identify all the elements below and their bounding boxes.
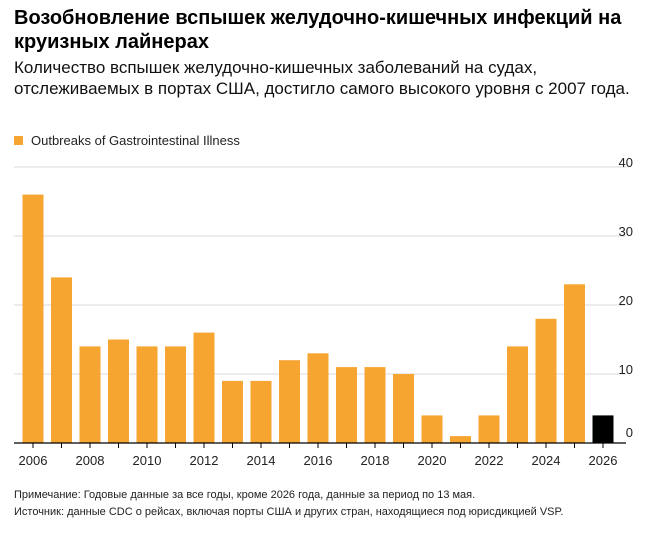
bar — [535, 318, 557, 443]
bar — [165, 346, 186, 443]
x-tick-label: 2006 — [19, 453, 48, 468]
y-tick-label: 10 — [619, 362, 633, 377]
x-tick-label: 2012 — [190, 453, 219, 468]
chart-subtitle: Количество вспышек желудочно-кишечных за… — [14, 58, 630, 98]
x-tick-label: 2024 — [532, 453, 561, 468]
y-tick-label: 0 — [626, 425, 633, 440]
bar — [478, 415, 500, 443]
bar — [279, 360, 300, 443]
x-tick-label: 2008 — [76, 453, 105, 468]
legend-label: Outbreaks of Gastrointestinal Illness — [31, 133, 240, 148]
bar — [79, 346, 101, 443]
bar — [592, 415, 614, 443]
x-tick-label: 2020 — [418, 453, 447, 468]
x-tick-label: 2014 — [247, 453, 276, 468]
legend: Outbreaks of Gastrointestinal Illness — [14, 133, 240, 148]
bar — [51, 277, 72, 443]
chart-note: Примечание: Годовые данные за все годы, … — [14, 489, 476, 501]
bar — [564, 284, 585, 443]
bar — [450, 436, 471, 443]
x-tick-label: 2016 — [304, 453, 333, 468]
legend-swatch — [14, 136, 23, 145]
y-tick-label: 30 — [619, 224, 633, 239]
chart-title: Возобновление вспышек желудочно-кишечных… — [14, 7, 622, 53]
x-tick-label: 2010 — [133, 453, 162, 468]
bar — [336, 367, 357, 443]
bar — [108, 339, 129, 443]
y-tick-label: 20 — [619, 293, 633, 308]
x-tick-label: 2018 — [361, 453, 390, 468]
bar — [307, 353, 329, 443]
chart-source: Источник: данные CDC о рейсах, включая п… — [14, 506, 564, 518]
bar — [193, 332, 215, 443]
x-tick-label: 2022 — [475, 453, 504, 468]
bar — [22, 194, 44, 443]
bar — [507, 346, 528, 443]
x-tick-label: 2026 — [589, 453, 618, 468]
bar — [421, 415, 443, 443]
bar — [222, 380, 243, 443]
bar — [364, 367, 386, 443]
y-tick-label: 40 — [619, 155, 633, 170]
bar — [136, 346, 158, 443]
bar — [393, 374, 414, 443]
bar — [250, 380, 272, 443]
